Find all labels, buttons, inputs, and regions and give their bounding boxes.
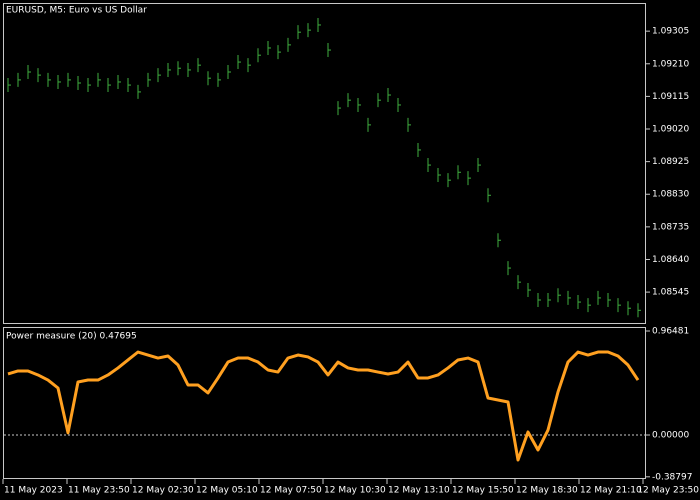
y-tick-label: 1.08735: [652, 222, 689, 232]
x-tick-label: 12 May 07:50: [260, 486, 322, 496]
indicator-line: [7, 350, 640, 462]
y-tick-label: 0.00000: [652, 430, 689, 440]
x-tick-label: 12 May 15:50: [452, 486, 514, 496]
y-tick-label: 1.09305: [652, 27, 689, 37]
x-tick-label: 11 May 2023: [4, 486, 63, 496]
x-tick-label: 12 May 13:10: [388, 486, 450, 496]
price-panel: [3, 3, 646, 324]
y-tick-label: 1.08545: [652, 288, 689, 298]
y-tick-label: 1.09115: [652, 92, 689, 102]
x-tick-label: 12 May 18:30: [516, 486, 578, 496]
x-tick-label: 12 May 02:30: [132, 486, 194, 496]
indicator-panel: [3, 327, 646, 479]
indicator-title: Power measure (20) 0.47695: [6, 332, 137, 342]
y-tick-label: 0.96481: [652, 327, 689, 337]
y-tick-label: 1.08640: [652, 255, 689, 265]
x-tick-label: 11 May 23:50: [68, 486, 130, 496]
x-tick-label: 12 May 21:10: [580, 486, 642, 496]
x-tick-label: 12 May 23:50: [637, 486, 699, 496]
x-tick-label: 12 May 05:10: [196, 486, 258, 496]
y-tick-label: 1.09210: [652, 59, 689, 69]
y-tick-label: 1.09020: [652, 125, 689, 135]
chart-title: EURUSD, M5: Euro vs US Dollar: [6, 6, 147, 16]
y-tick-label: 1.08830: [652, 190, 689, 200]
y-tick-label: 1.08925: [652, 157, 689, 167]
x-tick-label: 12 May 10:30: [324, 486, 386, 496]
y-tick-label: -0.38797: [652, 472, 692, 482]
